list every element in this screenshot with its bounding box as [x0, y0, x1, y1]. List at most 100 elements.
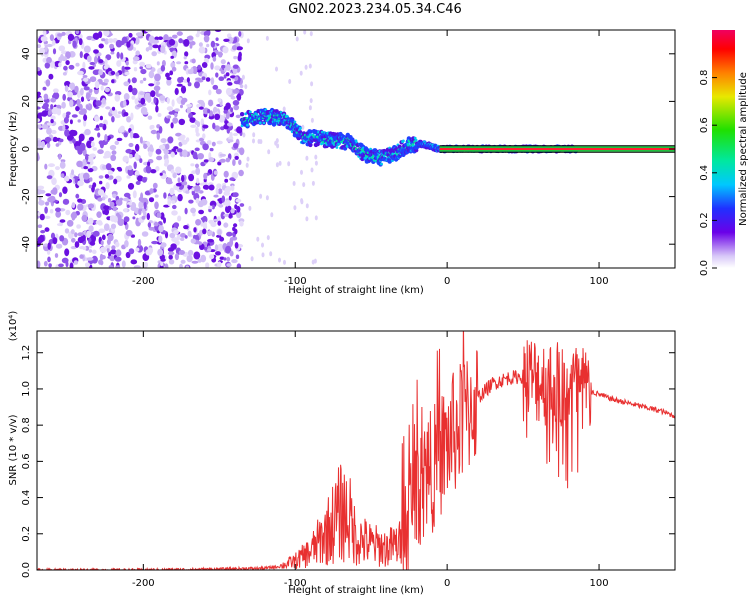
noise-blob	[224, 178, 229, 183]
noise-blob	[145, 165, 150, 171]
noise-blob	[269, 251, 273, 257]
noise-blob	[237, 54, 242, 62]
noise-blob	[167, 198, 171, 207]
noise-blob	[225, 87, 233, 96]
noise-blob	[159, 265, 164, 268]
noise-blob	[104, 38, 109, 45]
noise-blob	[99, 115, 103, 121]
colorbar-label: Normalized spectral amplitude	[738, 72, 749, 226]
signal-blob	[262, 121, 266, 125]
noise-blob	[77, 203, 84, 211]
noise-blob	[99, 246, 107, 253]
noise-blob	[139, 158, 143, 164]
noise-blob	[150, 90, 156, 98]
noise-blob	[195, 167, 201, 176]
noise-blob	[109, 43, 115, 50]
noise-blob	[163, 217, 166, 224]
noise-blob	[37, 224, 43, 228]
noise-blob	[176, 31, 183, 36]
noise-blob	[223, 109, 228, 114]
noise-blob	[103, 208, 110, 216]
noise-blob	[184, 235, 188, 239]
noise-blob	[77, 236, 85, 244]
noise-blob	[83, 114, 88, 121]
noise-blob	[40, 230, 46, 234]
noise-blob	[215, 187, 219, 195]
noise-blob	[50, 119, 54, 124]
noise-blob	[44, 44, 48, 53]
noise-blob	[84, 128, 91, 136]
noise-blob	[61, 257, 69, 264]
noise-blob	[209, 147, 214, 152]
noise-blob	[78, 110, 86, 115]
noise-blob	[78, 38, 83, 46]
noise-blob	[134, 98, 139, 105]
noise-blob	[123, 112, 129, 117]
noise-blob	[150, 124, 155, 129]
noise-blob	[163, 192, 167, 199]
noise-blob	[40, 140, 46, 148]
noise-blob	[37, 260, 41, 268]
noise-blob	[231, 171, 239, 180]
noise-blob	[49, 209, 54, 214]
noise-blob	[195, 197, 200, 204]
noise-blob	[52, 136, 58, 142]
noise-blob	[68, 64, 75, 70]
noise-blob	[110, 223, 117, 229]
noise-blob	[228, 213, 232, 219]
noise-blob	[69, 83, 74, 89]
noise-blob	[259, 193, 263, 199]
noise-blob	[180, 104, 183, 109]
noise-blob	[226, 64, 231, 71]
noise-blob	[213, 194, 219, 198]
noise-blob	[155, 81, 161, 86]
noise-blob	[167, 136, 174, 144]
noise-blob	[42, 57, 48, 63]
noise-blob	[221, 195, 226, 203]
noise-blob	[99, 180, 103, 185]
noise-blob	[236, 263, 242, 268]
noise-blob	[160, 242, 167, 248]
noise-blob	[198, 42, 203, 47]
noise-blob	[103, 205, 110, 210]
noise-blob	[83, 172, 90, 180]
noise-blob	[147, 161, 151, 167]
noise-blob	[37, 112, 45, 117]
noise-blob	[166, 78, 172, 86]
noise-blob	[123, 81, 130, 87]
noise-blob	[62, 198, 70, 205]
noise-blob	[199, 182, 205, 186]
noise-blob	[148, 83, 155, 87]
noise-blob	[239, 203, 245, 207]
noise-blob	[187, 230, 192, 237]
noise-blob	[123, 93, 130, 101]
noise-blob	[87, 168, 94, 173]
noise-blob	[143, 111, 149, 115]
noise-blob	[239, 84, 244, 89]
noise-blob	[230, 208, 235, 214]
noise-blob	[223, 222, 229, 228]
noise-blob	[106, 246, 110, 253]
noise-blob	[164, 263, 169, 268]
noise-blob	[203, 247, 208, 251]
noise-blob	[80, 87, 84, 96]
noise-blob	[95, 100, 102, 107]
noise-blob	[89, 177, 93, 182]
noise-blob	[234, 155, 239, 160]
noise-blob	[148, 70, 155, 79]
noise-blob	[82, 158, 87, 165]
noise-blob	[225, 72, 230, 77]
noise-blob	[206, 230, 213, 236]
noise-blob	[217, 188, 223, 195]
noise-blob	[235, 254, 240, 260]
noise-blob	[227, 82, 233, 86]
noise-blob	[53, 88, 59, 93]
colorbar-ticks: 0.0 0.2 0.4 0.6 0.8	[699, 70, 717, 276]
noise-blob	[135, 181, 141, 185]
noise-blob	[171, 200, 176, 204]
noise-blob	[122, 100, 127, 108]
noise-blob	[172, 204, 177, 210]
noise-blob	[214, 113, 221, 121]
noise-blob	[305, 216, 309, 222]
noise-blob	[52, 187, 58, 195]
